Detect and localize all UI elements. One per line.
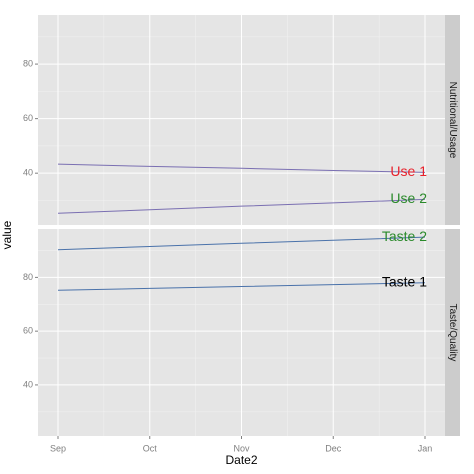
series-line — [57, 236, 426, 251]
x-tick-label: Sep — [50, 443, 66, 453]
series-label: Taste 2 — [382, 228, 427, 244]
y-tick-label: 60 — [23, 113, 33, 123]
strip-label: Taste/Quality — [447, 304, 458, 362]
strip-background — [445, 229, 460, 436]
x-tick-label: Jan — [418, 443, 433, 453]
y-axis-title: value — [0, 220, 14, 249]
series-line — [57, 282, 426, 291]
x-axis-title: Date2 — [225, 453, 257, 467]
y-tick-label: 40 — [23, 379, 33, 389]
y-tick-label: 80 — [23, 58, 33, 68]
y-tick-label: 60 — [23, 326, 33, 336]
series-line — [57, 198, 426, 214]
series-label: Use 1 — [390, 163, 427, 179]
series-label: Taste 1 — [382, 273, 427, 289]
x-tick-label: Nov — [233, 443, 250, 453]
x-tick-label: Oct — [143, 443, 158, 453]
strip-background — [445, 15, 460, 225]
series-label: Use 2 — [390, 190, 427, 206]
x-tick-label: Dec — [325, 443, 342, 453]
series-line — [57, 163, 426, 173]
y-tick-label: 80 — [23, 272, 33, 282]
y-tick-label: 40 — [23, 168, 33, 178]
strip-label: Nutritional/Usage — [447, 82, 458, 159]
